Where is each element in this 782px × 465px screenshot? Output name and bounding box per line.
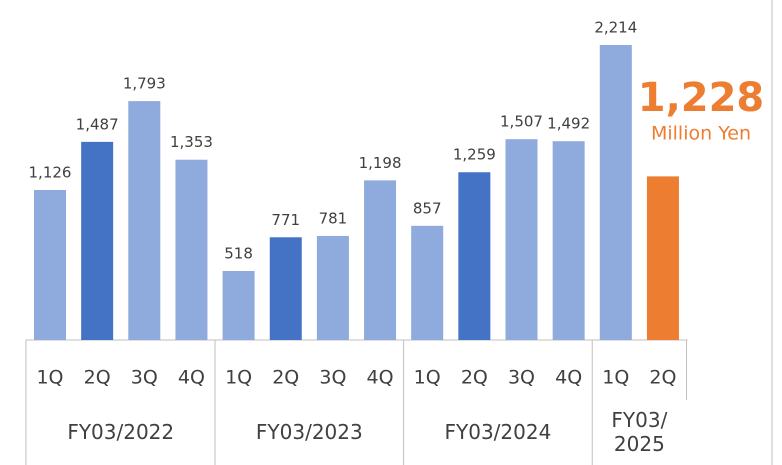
bar (411, 225, 444, 340)
data-label: 2,214 (594, 19, 637, 37)
x-tick-label: 2Q (272, 367, 299, 389)
bar (175, 159, 208, 340)
data-label: 1,487 (76, 115, 119, 133)
x-tick-label: 1Q (225, 367, 252, 389)
bar (599, 45, 632, 340)
x-tick-label: 1Q (36, 367, 63, 389)
annotation: Million Yen (651, 123, 751, 145)
group-label: FY03/2022 (67, 420, 175, 444)
bar (81, 141, 114, 340)
x-tick-label: 4Q (367, 367, 394, 389)
data-label: 518 (224, 244, 253, 262)
data-label: 1,492 (547, 115, 590, 133)
x-tick-label: 3Q (131, 367, 158, 389)
group-label: FY03/2023 (255, 420, 363, 444)
data-label: 1,198 (359, 154, 402, 172)
data-label: 1,259 (453, 146, 496, 164)
data-label: 1,793 (123, 75, 166, 93)
x-tick-label: 2Q (84, 367, 111, 389)
data-label: 1,507 (500, 113, 543, 131)
bar (128, 101, 161, 340)
bar (552, 141, 585, 340)
bar (316, 235, 349, 340)
data-label: 1,126 (29, 163, 72, 181)
data-label: 781 (319, 209, 348, 227)
group-label: FY03/ 2025 (611, 408, 668, 456)
x-tick-label: 4Q (178, 367, 205, 389)
data-label: 771 (271, 211, 300, 229)
bar (505, 139, 538, 340)
bar (34, 189, 66, 340)
bar (269, 237, 302, 340)
data-label-highlight: 1,228 (638, 75, 765, 121)
x-tick-label: 1Q (414, 367, 441, 389)
x-tick-label: 3Q (319, 367, 346, 389)
x-tick-label: 4Q (555, 367, 582, 389)
bar (222, 270, 255, 340)
group-label: FY03/2024 (444, 420, 552, 444)
bar (646, 176, 679, 340)
x-tick-label: 2Q (649, 367, 676, 389)
bar (364, 180, 397, 340)
data-label: 857 (413, 199, 442, 217)
bar (458, 172, 491, 340)
x-tick-label: 1Q (602, 367, 629, 389)
x-tick-label: 2Q (461, 367, 488, 389)
x-tick-label: 3Q (508, 367, 535, 389)
data-label: 1,353 (170, 133, 213, 151)
